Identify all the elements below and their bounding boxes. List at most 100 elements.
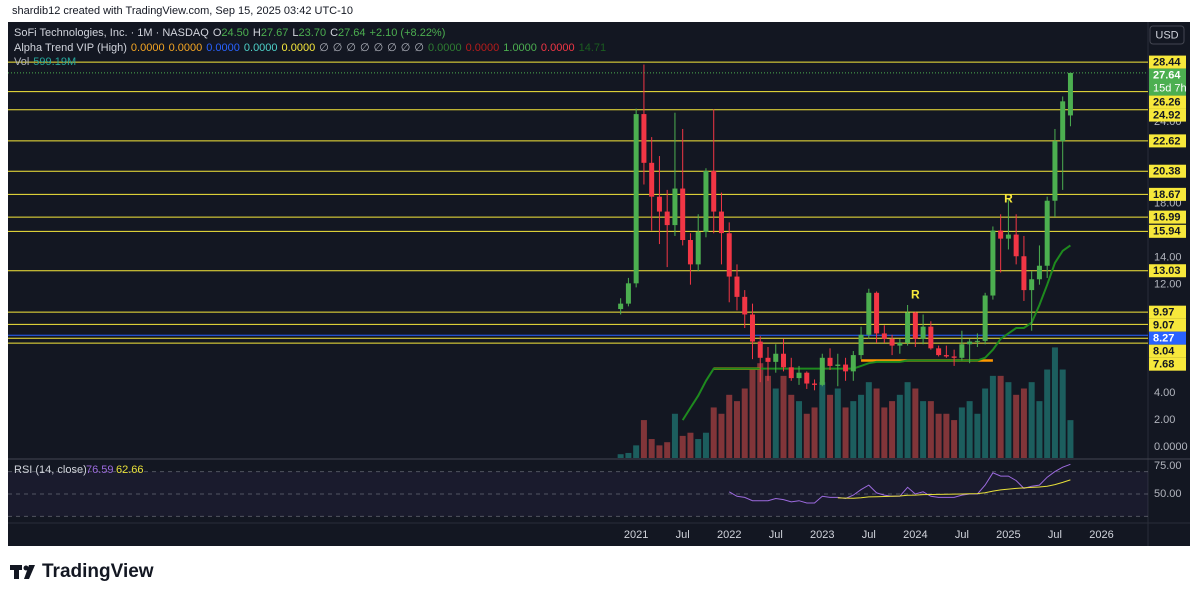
candle-body xyxy=(633,114,639,284)
change: +2.10 (+8.22%) xyxy=(369,27,446,39)
volume-bar xyxy=(803,413,810,458)
volume-bar xyxy=(625,452,632,458)
candle-body xyxy=(796,372,802,379)
candle-body xyxy=(672,188,678,226)
volume-bar xyxy=(811,407,818,458)
volume-bar xyxy=(788,394,795,458)
candle-body xyxy=(757,341,763,358)
indicator-value: 0.0000 xyxy=(427,41,462,54)
level-box xyxy=(1149,305,1186,319)
candle-body xyxy=(781,353,787,368)
x-tick-label: Jul xyxy=(1048,529,1062,541)
candle-body xyxy=(680,188,686,240)
volume-bar xyxy=(749,369,756,458)
level-label: 9.97 xyxy=(1153,307,1174,319)
volume-bar xyxy=(1028,382,1035,458)
x-tick-label: 2023 xyxy=(810,529,834,541)
level-box xyxy=(1149,164,1186,178)
rsi-tick-label: 75.00 xyxy=(1154,460,1182,472)
symbol: SoFi Technologies, Inc. · 1M · NASDAQ xyxy=(14,27,209,39)
candle-body xyxy=(703,170,709,232)
volume-bar xyxy=(1013,394,1020,458)
countdown: 15d 7h xyxy=(1153,82,1187,94)
candle-body xyxy=(850,355,856,372)
level-label: 13.03 xyxy=(1153,265,1181,277)
volume-bar xyxy=(1036,401,1043,458)
volume-bar xyxy=(702,432,709,458)
candle-body xyxy=(951,356,957,358)
volume-value: 599.19M xyxy=(33,56,77,68)
x-tick-label: Jul xyxy=(769,529,783,541)
level-box xyxy=(1149,187,1186,201)
rsi-ma-value: 62.66 xyxy=(116,464,144,476)
candle-body xyxy=(1036,265,1042,280)
alpha-trend-line xyxy=(681,244,1071,421)
volume-bar xyxy=(834,388,841,458)
level-label: 22.62 xyxy=(1153,135,1181,147)
volume-bar xyxy=(772,388,779,458)
candle-body xyxy=(1013,234,1019,257)
volume-bar xyxy=(796,401,803,458)
candle-body xyxy=(843,364,849,372)
volume-bar xyxy=(780,375,787,458)
candle-body xyxy=(881,333,887,339)
volume-bar xyxy=(664,442,671,458)
candle-body xyxy=(1021,256,1027,291)
volume-bar xyxy=(765,375,771,458)
indicator-value: ∅ xyxy=(387,41,397,54)
x-tick-label: Jul xyxy=(955,529,969,541)
candle-body xyxy=(664,211,670,226)
legend: SoFi Technologies, Inc. · 1M · NASDAQ O24… xyxy=(14,26,610,70)
ohlc-value: 23.70 xyxy=(298,27,327,39)
main-pane xyxy=(8,61,1148,458)
volume-bar xyxy=(865,382,872,458)
level-box xyxy=(1149,55,1186,69)
candle-body xyxy=(905,312,911,343)
volume-bar xyxy=(741,388,748,458)
x-tick-label: 2022 xyxy=(717,529,741,541)
candle-body xyxy=(936,348,942,356)
candle-body xyxy=(1029,279,1035,291)
level-label: 8.27 xyxy=(1153,333,1174,345)
volume-bar xyxy=(873,388,880,458)
currency-box[interactable] xyxy=(1149,25,1185,45)
y-tick-label: 0.0000 xyxy=(1154,441,1188,453)
candle-body xyxy=(889,338,895,346)
level-label: 18.67 xyxy=(1153,189,1181,201)
level-label: 9.07 xyxy=(1153,320,1174,332)
candle-body xyxy=(788,367,794,379)
volume-bar xyxy=(1067,420,1074,458)
candle-body xyxy=(974,340,980,342)
indicator-value: 0.0000 xyxy=(206,41,240,54)
candle-body xyxy=(920,326,926,339)
candle-body xyxy=(858,334,864,356)
volume-bar xyxy=(912,388,919,458)
rsi-tick-label: 50.00 xyxy=(1154,488,1182,500)
candle-body xyxy=(656,196,662,212)
indicator-value: ∅ xyxy=(414,41,424,54)
volume-bar xyxy=(1059,369,1066,458)
volume-bar xyxy=(858,394,865,458)
logo xyxy=(10,565,35,579)
volume-bar xyxy=(757,363,764,458)
level-label: 28.44 xyxy=(1153,56,1181,68)
volume-bar xyxy=(695,439,702,458)
volume-bar xyxy=(904,382,911,458)
volume-bar xyxy=(943,413,950,458)
candle-body xyxy=(998,230,1004,239)
candle-body xyxy=(1060,101,1066,142)
candle-body xyxy=(1052,141,1058,201)
volume-bar xyxy=(687,432,694,458)
indicator-value: ∅ xyxy=(319,41,329,54)
candle-body xyxy=(827,357,833,366)
ohlc-value: 24.50 xyxy=(221,27,249,39)
candle-body xyxy=(742,296,748,315)
candle-body xyxy=(982,295,988,341)
candle-body xyxy=(649,162,655,197)
volume-bar xyxy=(935,413,942,458)
annotation: R xyxy=(911,288,920,302)
credit: shardib12 created with TradingView.com, … xyxy=(12,5,353,17)
volume-bar xyxy=(951,420,958,458)
candle-body xyxy=(1044,200,1050,266)
candle-body xyxy=(928,326,934,349)
